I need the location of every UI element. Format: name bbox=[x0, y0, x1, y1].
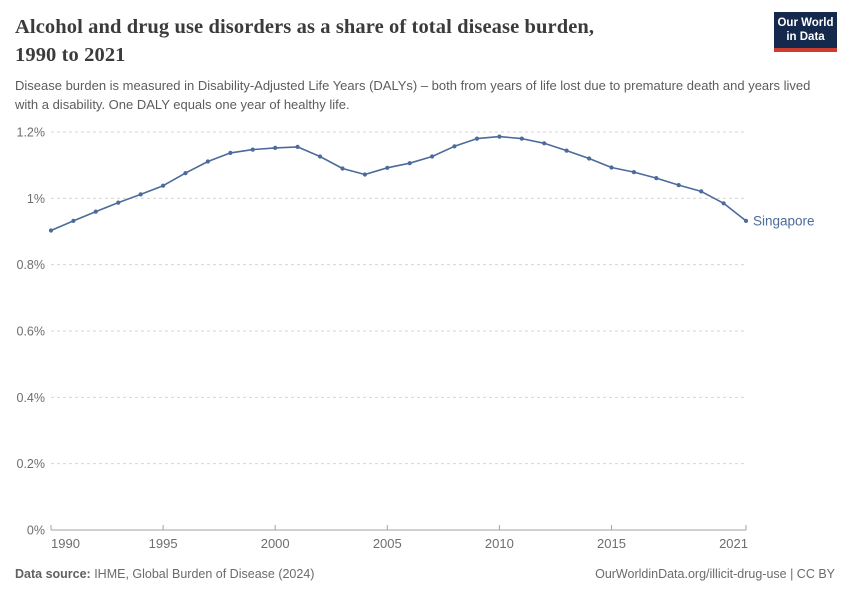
y-axis-tick-label: 1% bbox=[27, 192, 45, 206]
data-point bbox=[452, 144, 457, 149]
y-axis-tick-label: 0% bbox=[27, 524, 45, 538]
y-axis-tick-label: 1.2% bbox=[17, 126, 46, 140]
data-point bbox=[295, 144, 300, 149]
x-axis-tick-label: 2000 bbox=[261, 536, 290, 551]
owid-logo-line2: in Data bbox=[786, 30, 825, 43]
owid-logo-line1: Our World bbox=[777, 17, 834, 29]
chart-title: Alcohol and drug use disorders as a shar… bbox=[15, 13, 770, 69]
data-point bbox=[116, 200, 121, 205]
data-point bbox=[654, 176, 659, 181]
chart-footer: Data source: IHME, Global Burden of Dise… bbox=[15, 567, 835, 581]
data-point bbox=[497, 134, 502, 139]
data-source-label: Data source: bbox=[15, 567, 91, 581]
data-point bbox=[587, 156, 592, 161]
data-point bbox=[228, 150, 233, 155]
data-point bbox=[205, 159, 210, 164]
x-axis-tick-label: 1990 bbox=[51, 536, 80, 551]
y-axis-tick-label: 0.4% bbox=[17, 391, 46, 405]
data-point bbox=[385, 165, 390, 170]
data-point bbox=[542, 141, 547, 146]
x-axis-tick-label: 1995 bbox=[149, 536, 178, 551]
data-point bbox=[273, 145, 278, 150]
data-point bbox=[631, 170, 637, 175]
chart-title-line1: Alcohol and drug use disorders as a shar… bbox=[15, 16, 595, 38]
data-source-note: Data source: IHME, Global Burden of Dise… bbox=[15, 567, 314, 581]
y-axis-tick-label: 0.8% bbox=[17, 258, 46, 272]
line-chart: 0% 0.2% 0.4% 0.6% 0.8% 1% 1.2% 1990 1995 2000 2005… bbox=[17, 126, 815, 552]
chart-subtitle: Disease burden is measured in Disability… bbox=[15, 78, 811, 112]
series-label: Singapore bbox=[753, 213, 815, 228]
data-point bbox=[317, 154, 323, 159]
data-line bbox=[50, 135, 747, 232]
owid-logo: Our World in Data bbox=[774, 12, 837, 52]
data-point bbox=[362, 172, 367, 177]
data-point bbox=[138, 192, 143, 197]
data-point bbox=[93, 209, 98, 214]
x-axis-tick-label: 2015 bbox=[597, 536, 626, 551]
y-axis-tick-label: 0.6% bbox=[17, 325, 46, 339]
chart-title-line2: 1990 to 2021 bbox=[15, 44, 126, 66]
data-point bbox=[340, 166, 345, 171]
data-point bbox=[721, 201, 726, 206]
data-point bbox=[430, 154, 435, 159]
data-source-text: IHME, Global Burden of Disease (2024) bbox=[90, 567, 315, 581]
data-point bbox=[609, 165, 614, 170]
data-point bbox=[48, 228, 54, 233]
data-point bbox=[250, 147, 255, 152]
data-point bbox=[743, 218, 749, 223]
data-point bbox=[699, 189, 704, 194]
x-axis-tick-label: 2021 bbox=[719, 536, 748, 551]
data-point bbox=[71, 218, 76, 223]
data-point bbox=[183, 171, 188, 176]
x-axis-tick-label: 2010 bbox=[485, 536, 514, 551]
data-point bbox=[519, 136, 524, 141]
data-point bbox=[161, 183, 166, 188]
data-point bbox=[564, 148, 569, 153]
y-axis-tick-label: 0.2% bbox=[17, 457, 46, 471]
credit-note: OurWorldinData.org/illicit-drug-use | CC… bbox=[595, 567, 835, 581]
data-point bbox=[407, 161, 412, 166]
data-point bbox=[474, 136, 480, 141]
data-point bbox=[676, 183, 681, 188]
x-axis-tick-label: 2005 bbox=[373, 536, 402, 551]
